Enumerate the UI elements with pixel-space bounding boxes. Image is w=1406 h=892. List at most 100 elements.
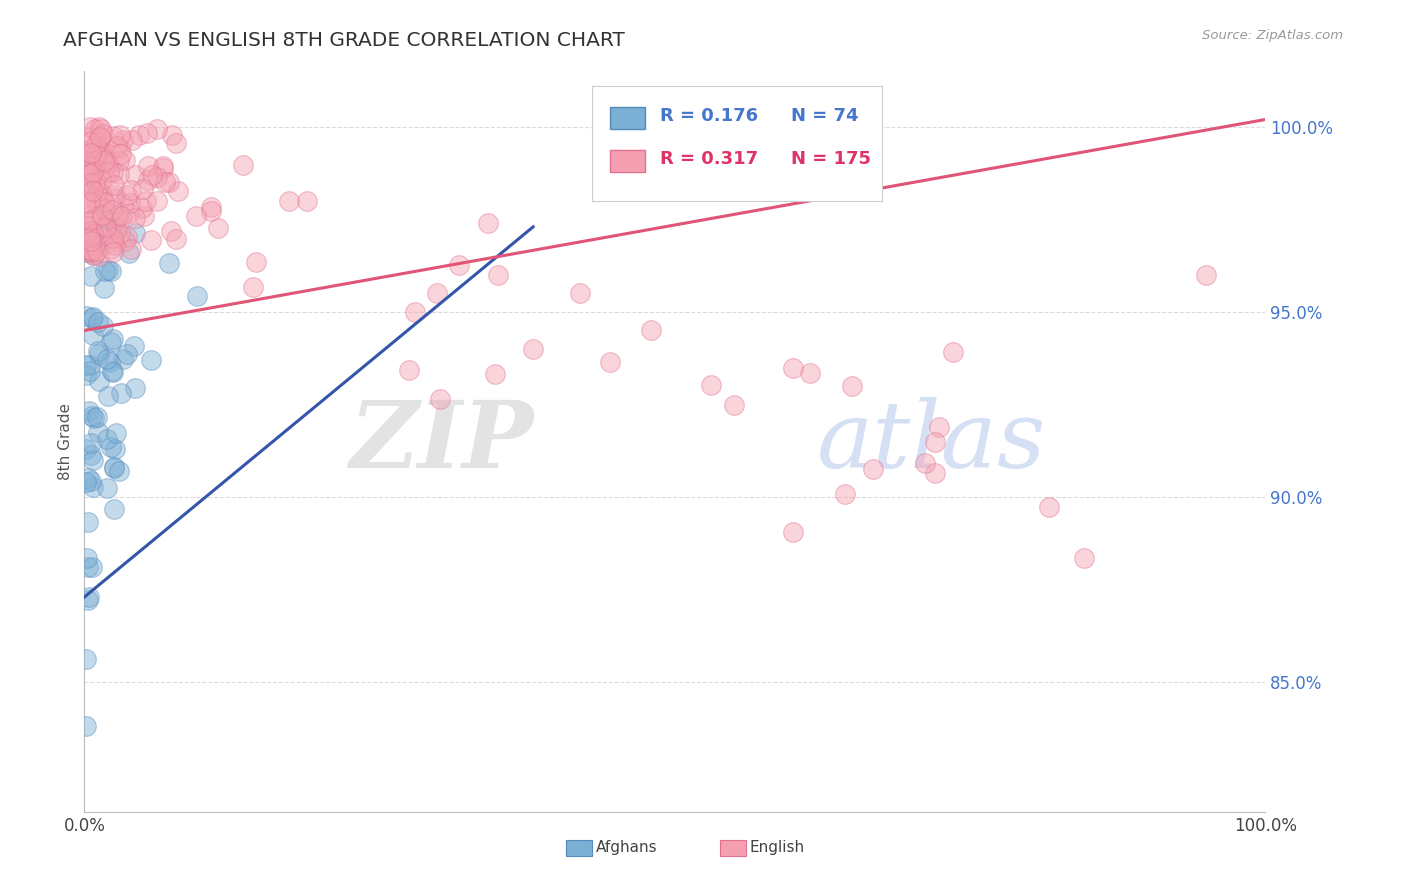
Point — [700, 378, 723, 392]
Point — [79, 130, 101, 145]
Point — [136, 159, 159, 173]
Point — [96, 145, 118, 160]
Point — [87, 148, 110, 162]
Point — [103, 501, 125, 516]
Point — [924, 434, 946, 449]
Point — [449, 259, 471, 273]
Point — [105, 139, 128, 153]
Point — [93, 281, 115, 295]
Point — [128, 128, 150, 143]
Point — [80, 214, 103, 228]
Point — [101, 202, 124, 217]
Point — [89, 143, 111, 157]
Point — [404, 305, 426, 319]
Point — [89, 374, 111, 388]
Point — [120, 242, 142, 256]
Point — [80, 409, 103, 424]
FancyBboxPatch shape — [720, 840, 745, 856]
Point — [232, 159, 254, 173]
Point — [96, 157, 118, 171]
Point — [83, 170, 105, 185]
Point — [90, 209, 112, 223]
Point — [111, 209, 134, 223]
Point — [165, 136, 187, 150]
Point — [79, 149, 101, 163]
Point — [82, 328, 104, 343]
Point — [79, 165, 101, 179]
FancyBboxPatch shape — [592, 87, 882, 201]
Point — [121, 133, 143, 147]
Point — [928, 419, 950, 434]
Point — [146, 194, 169, 208]
Point — [96, 220, 118, 235]
Point — [100, 440, 122, 454]
Point — [484, 367, 506, 381]
Point — [1038, 500, 1060, 514]
Point — [86, 151, 108, 165]
Point — [89, 139, 111, 153]
Point — [86, 410, 108, 425]
Point — [80, 190, 103, 204]
Point — [75, 475, 97, 489]
Point — [111, 133, 134, 147]
Point — [103, 188, 125, 202]
Point — [124, 226, 146, 240]
Point — [103, 460, 125, 475]
Point — [82, 248, 104, 262]
Point — [100, 243, 122, 257]
Point — [79, 155, 101, 169]
Point — [1073, 551, 1095, 566]
Point — [131, 182, 153, 196]
Point — [82, 165, 104, 179]
Point — [90, 173, 112, 187]
Point — [91, 211, 114, 225]
Point — [200, 200, 222, 214]
Point — [101, 364, 124, 378]
Point — [79, 235, 101, 250]
Point — [108, 128, 131, 142]
Point — [103, 234, 125, 248]
Point — [79, 145, 101, 160]
Text: R = 0.176: R = 0.176 — [659, 107, 758, 125]
Point — [75, 652, 97, 666]
Point — [91, 187, 114, 202]
Point — [84, 139, 107, 153]
Point — [79, 163, 101, 178]
Point — [841, 379, 863, 393]
Point — [103, 244, 125, 259]
Point — [486, 268, 509, 282]
Point — [146, 121, 169, 136]
Point — [245, 255, 267, 269]
Point — [640, 323, 662, 337]
Point — [120, 196, 142, 211]
Point — [93, 264, 115, 278]
Point — [82, 184, 104, 198]
Point — [924, 466, 946, 480]
Point — [75, 309, 97, 323]
Point — [86, 244, 108, 258]
Point — [242, 279, 264, 293]
Point — [79, 162, 101, 177]
Point — [79, 237, 101, 252]
Point — [155, 175, 177, 189]
Text: ZIP: ZIP — [349, 397, 533, 486]
Point — [108, 226, 131, 240]
Point — [77, 559, 100, 574]
Point — [79, 244, 101, 259]
Point — [862, 462, 884, 476]
Point — [91, 190, 114, 204]
Point — [96, 432, 118, 446]
Point — [108, 141, 131, 155]
Point — [103, 460, 125, 475]
Point — [97, 389, 120, 403]
Point — [157, 175, 180, 189]
Point — [77, 404, 100, 418]
Point — [82, 224, 104, 238]
Point — [94, 219, 117, 233]
Point — [110, 147, 132, 161]
Point — [89, 131, 111, 145]
Point — [97, 165, 120, 179]
Point — [100, 264, 122, 278]
Y-axis label: 8th Grade: 8th Grade — [58, 403, 73, 480]
Point — [277, 194, 299, 208]
